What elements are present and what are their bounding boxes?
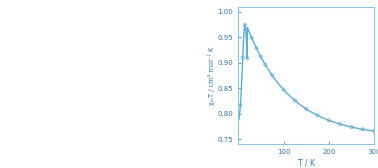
Point — [337, 123, 343, 125]
Y-axis label: χₘT / cm³ mol⁻¹ K: χₘT / cm³ mol⁻¹ K — [208, 46, 215, 105]
Point — [303, 108, 309, 110]
Point — [262, 63, 268, 66]
Point — [244, 57, 250, 60]
Point — [326, 119, 332, 122]
Point — [280, 88, 287, 91]
X-axis label: T / K: T / K — [298, 158, 314, 167]
Point — [371, 130, 377, 132]
Point — [360, 128, 366, 131]
Point — [240, 56, 246, 59]
Point — [253, 47, 259, 49]
Point — [249, 37, 255, 39]
Point — [292, 99, 298, 102]
Point — [242, 23, 248, 26]
Point — [269, 74, 275, 77]
Point — [237, 104, 243, 107]
Point — [314, 114, 321, 117]
Point — [349, 126, 355, 128]
Point — [258, 55, 264, 58]
